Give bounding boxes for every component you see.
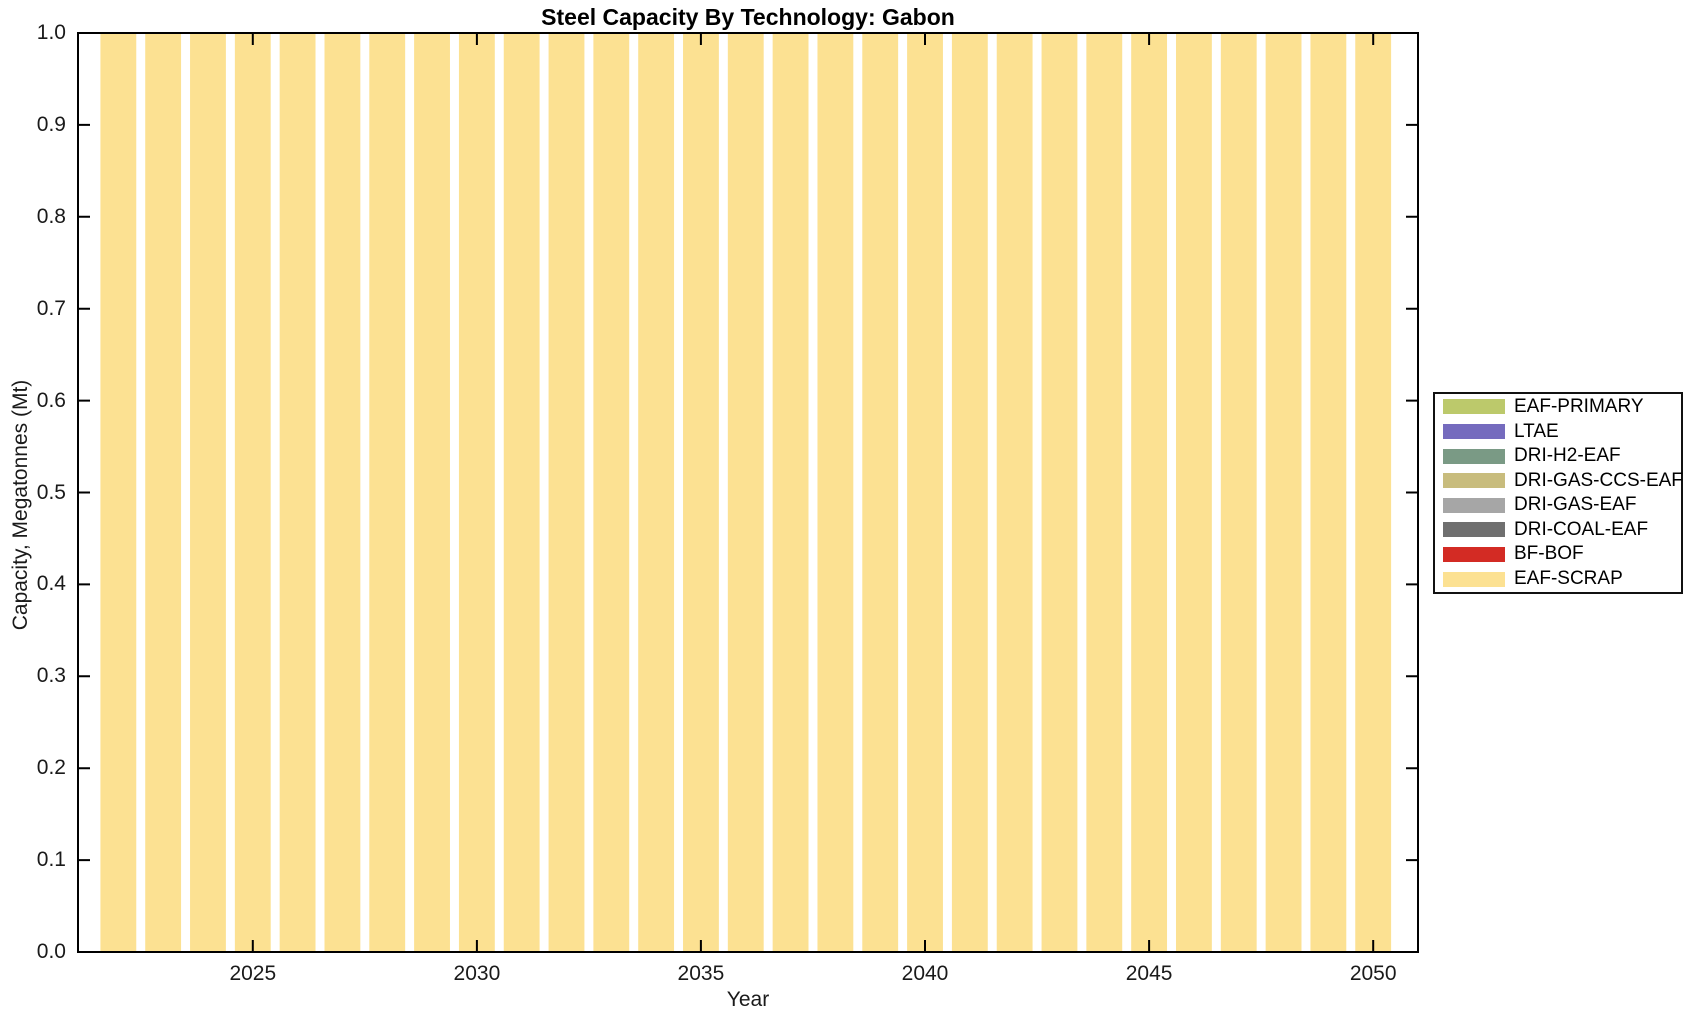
legend-swatch-DRI-GAS-CCS-EAF bbox=[1443, 473, 1505, 489]
legend-swatch-EAF-SCRAP bbox=[1443, 571, 1505, 587]
legend-label-EAF-SCRAP: EAF-SCRAP bbox=[1514, 568, 1623, 590]
legend-item-LTAE: LTAE bbox=[1443, 419, 1681, 444]
legend-swatch-DRI-COAL-EAF bbox=[1443, 522, 1505, 538]
bar-EAF-SCRAP-2047 bbox=[1220, 33, 1257, 952]
x-tick-label-2050: 2050 bbox=[1349, 962, 1397, 985]
bar-EAF-SCRAP-2038 bbox=[817, 33, 854, 952]
y-tick-label-0.3: 0.3 bbox=[36, 664, 66, 688]
legend-label-LTAE: LTAE bbox=[1514, 420, 1559, 442]
x-axis-label: Year bbox=[726, 988, 770, 1011]
y-tick-label-0.7: 0.7 bbox=[36, 296, 66, 320]
bar-EAF-SCRAP-2035 bbox=[683, 33, 719, 952]
x-tick-label-2030: 2030 bbox=[453, 962, 501, 985]
legend-item-DRI-COAL-EAF: DRI-COAL-EAF bbox=[1443, 518, 1681, 543]
y-tick-label-0.8: 0.8 bbox=[36, 204, 66, 228]
x-tick-label-2040: 2040 bbox=[901, 962, 949, 985]
y-tick-label-0.0: 0.0 bbox=[36, 940, 66, 963]
bar-EAF-SCRAP-2045 bbox=[1131, 33, 1168, 952]
bar-EAF-SCRAP-2041 bbox=[951, 33, 988, 952]
y-tick-label-1.0: 1.0 bbox=[36, 21, 66, 44]
bar-EAF-SCRAP-2037 bbox=[772, 33, 809, 952]
x-tick-label-2025: 2025 bbox=[229, 962, 277, 985]
bar-EAF-SCRAP-2029 bbox=[414, 33, 450, 952]
legend-swatch-LTAE bbox=[1443, 424, 1505, 440]
legend-swatch-DRI-H2-EAF bbox=[1443, 448, 1505, 464]
axis-box bbox=[77, 32, 1419, 953]
bar-EAF-SCRAP-2033 bbox=[593, 33, 630, 952]
bar-EAF-SCRAP-2050 bbox=[1355, 33, 1392, 952]
chart-title: Steel Capacity By Technology: Gabon bbox=[541, 4, 955, 30]
bar-EAF-SCRAP-2032 bbox=[548, 33, 585, 952]
bar-EAF-SCRAP-2039 bbox=[862, 33, 899, 952]
legend-item-DRI-H2-EAF: DRI-H2-EAF bbox=[1443, 444, 1681, 469]
bar-EAF-SCRAP-2049 bbox=[1310, 33, 1347, 952]
bar-EAF-SCRAP-2044 bbox=[1086, 33, 1123, 952]
bar-EAF-SCRAP-2024 bbox=[190, 33, 226, 952]
bar-EAF-SCRAP-2046 bbox=[1175, 33, 1212, 952]
bar-EAF-SCRAP-2030 bbox=[458, 33, 495, 952]
legend-label-DRI-GAS-CCS-EAF: DRI-GAS-CCS-EAF bbox=[1514, 469, 1683, 491]
bar-EAF-SCRAP-2043 bbox=[1041, 33, 1078, 952]
legend-label-DRI-H2-EAF: DRI-H2-EAF bbox=[1514, 445, 1621, 467]
bar-EAF-SCRAP-2036 bbox=[727, 33, 764, 952]
legend-label-DRI-COAL-EAF: DRI-COAL-EAF bbox=[1514, 518, 1649, 540]
legend-swatch-DRI-GAS-EAF bbox=[1443, 497, 1505, 513]
bar-EAF-SCRAP-2022 bbox=[100, 33, 137, 952]
bar-EAF-SCRAP-2027 bbox=[324, 33, 361, 952]
bar-EAF-SCRAP-2034 bbox=[638, 33, 675, 952]
axis-ticks bbox=[78, 32, 1418, 953]
bar-EAF-SCRAP-2026 bbox=[279, 33, 316, 952]
bar-EAF-SCRAP-2042 bbox=[996, 33, 1033, 952]
bar-EAF-SCRAP-2031 bbox=[503, 33, 540, 952]
y-tick-label-0.4: 0.4 bbox=[36, 572, 66, 596]
y-tick-label-0.2: 0.2 bbox=[36, 756, 66, 780]
legend-item-EAF-PRIMARY: EAF-PRIMARY bbox=[1443, 395, 1681, 420]
legend-item-BF-BOF: BF-BOF bbox=[1443, 542, 1681, 567]
legend-item-DRI-GAS-EAF: DRI-GAS-EAF bbox=[1443, 493, 1681, 518]
legend-label-BF-BOF: BF-BOF bbox=[1514, 543, 1584, 565]
legend-swatch-EAF-PRIMARY bbox=[1443, 399, 1505, 415]
bar-EAF-SCRAP-2023 bbox=[145, 33, 182, 952]
legend-swatch-BF-BOF bbox=[1443, 546, 1505, 562]
bar-EAF-SCRAP-2048 bbox=[1265, 33, 1302, 952]
x-tick-label-2035: 2035 bbox=[677, 962, 725, 985]
legend-box: EAF-PRIMARY LTAE DRI-H2-EAF DRI-GAS-CCS-EAF… bbox=[1433, 392, 1683, 594]
legend-label-EAF-PRIMARY: EAF-PRIMARY bbox=[1514, 395, 1644, 417]
y-tick-label-0.1: 0.1 bbox=[36, 848, 66, 872]
legend-label-DRI-GAS-EAF: DRI-GAS-EAF bbox=[1514, 494, 1637, 516]
y-tick-label-0.9: 0.9 bbox=[36, 112, 66, 136]
legend-item-DRI-GAS-CCS-EAF: DRI-GAS-CCS-EAF bbox=[1443, 468, 1683, 493]
bar-EAF-SCRAP-2025 bbox=[234, 33, 271, 952]
x-tick-label-2045: 2045 bbox=[1125, 962, 1173, 985]
bar-EAF-SCRAP-2028 bbox=[369, 33, 406, 952]
legend-item-EAF-SCRAP: EAF-SCRAP bbox=[1443, 567, 1681, 592]
bar-EAF-SCRAP-2040 bbox=[907, 33, 943, 952]
y-tick-label-0.6: 0.6 bbox=[36, 388, 66, 412]
y-tick-label-0.5: 0.5 bbox=[36, 480, 66, 504]
